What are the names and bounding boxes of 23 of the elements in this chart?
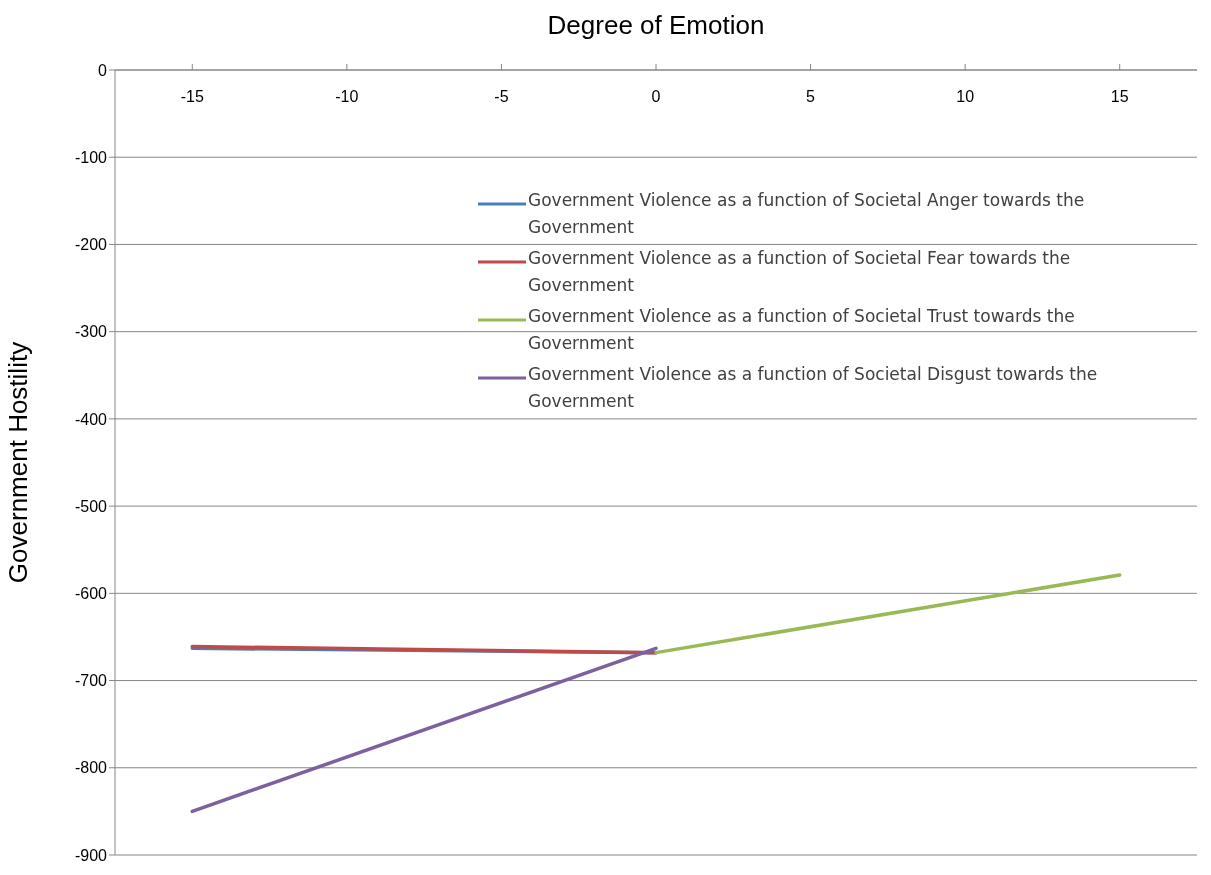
y-tick-label: -600 <box>74 585 108 603</box>
x-tick-label: 5 <box>806 88 816 105</box>
y-tick-label: -100 <box>74 148 108 166</box>
y-tick-label: 0 <box>98 61 108 79</box>
x-axis-title: Degree of Emotion <box>547 10 765 41</box>
y-tick-label: -400 <box>74 410 108 428</box>
x-tick-label: 0 <box>651 88 661 105</box>
x-tick-label: -10 <box>335 88 359 105</box>
x-tick-label: 15 <box>1110 88 1129 105</box>
y-tick-label: -800 <box>74 759 108 777</box>
legend-label: Government Violence as a function of Societal Fear towards the Government <box>528 247 1072 297</box>
legend-label: Government Violence as a function of Societal Anger towards the Government <box>528 189 1086 239</box>
y-axis-title: Government Hostility <box>3 341 34 584</box>
y-tick-label: -200 <box>74 236 108 254</box>
y-tick-label: -700 <box>74 672 108 690</box>
y-tick-label: -900 <box>74 846 108 864</box>
legend-label: Government Violence as a function of Societal Trust towards the Government <box>528 305 1076 355</box>
legend-label: Government Violence as a function of Societal Disgust towards the Government <box>528 363 1099 413</box>
y-tick-label: -500 <box>74 497 108 515</box>
x-tick-label: 10 <box>956 88 975 105</box>
x-tick-label: -15 <box>180 88 204 105</box>
x-tick-label: -5 <box>494 88 509 105</box>
y-tick-label: -300 <box>74 323 108 341</box>
